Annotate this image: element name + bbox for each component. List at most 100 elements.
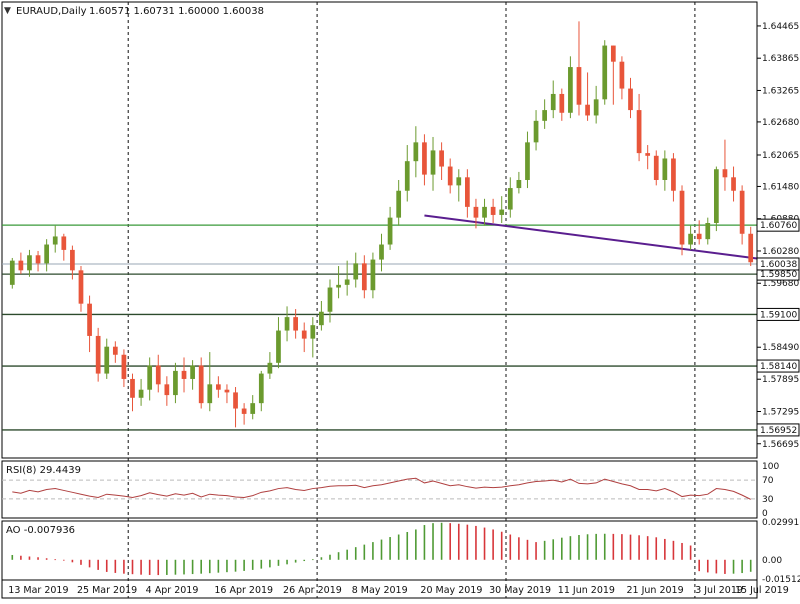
candle[interactable] <box>327 279 333 323</box>
ao-bar <box>148 559 151 575</box>
candle[interactable] <box>490 198 496 224</box>
candle[interactable] <box>722 139 728 191</box>
candle[interactable] <box>310 317 316 358</box>
candle[interactable] <box>112 341 118 363</box>
candle[interactable] <box>550 80 556 119</box>
candle[interactable] <box>671 153 676 202</box>
candle[interactable] <box>593 85 599 124</box>
candle[interactable] <box>95 327 101 382</box>
candle[interactable] <box>35 250 41 272</box>
candle[interactable] <box>198 357 204 409</box>
candle[interactable] <box>413 126 419 178</box>
candle[interactable] <box>542 99 547 129</box>
candle[interactable] <box>619 56 625 100</box>
candle[interactable] <box>602 40 608 105</box>
ao-bar <box>63 559 65 561</box>
candle[interactable] <box>396 179 402 226</box>
candle[interactable] <box>439 142 444 180</box>
candle[interactable] <box>387 206 393 250</box>
candle[interactable] <box>224 384 230 404</box>
candle[interactable] <box>585 72 590 121</box>
candle[interactable] <box>473 198 479 229</box>
trend-line[interactable] <box>424 214 758 260</box>
candle[interactable] <box>18 252 24 275</box>
candle[interactable] <box>714 166 719 232</box>
candle[interactable] <box>525 131 530 189</box>
candle[interactable] <box>147 357 153 401</box>
candle[interactable] <box>739 185 745 245</box>
candle[interactable] <box>731 166 736 202</box>
candle[interactable] <box>52 225 58 253</box>
candle[interactable] <box>241 403 247 425</box>
candle[interactable] <box>130 373 135 412</box>
candle[interactable] <box>78 266 84 312</box>
candle[interactable] <box>173 362 178 404</box>
candle[interactable] <box>207 352 213 412</box>
candle[interactable] <box>370 252 376 299</box>
candle[interactable] <box>610 45 616 105</box>
candle[interactable] <box>190 360 195 390</box>
candle[interactable] <box>688 225 693 250</box>
collapse-marker-icon[interactable]: ▼ <box>4 6 11 16</box>
candle[interactable] <box>121 349 127 388</box>
candle[interactable] <box>319 300 324 331</box>
candle[interactable] <box>430 136 436 191</box>
candle[interactable] <box>559 88 565 121</box>
candle[interactable] <box>636 93 642 162</box>
candle[interactable] <box>361 255 367 299</box>
candle[interactable] <box>568 56 573 119</box>
candle[interactable] <box>233 387 238 428</box>
candle[interactable] <box>447 158 453 194</box>
candle-body <box>104 346 110 374</box>
candle[interactable] <box>87 295 92 353</box>
ao-bar <box>174 559 177 575</box>
candle[interactable] <box>336 266 341 299</box>
candle[interactable] <box>379 233 384 272</box>
candle[interactable] <box>705 217 711 245</box>
candle[interactable] <box>61 233 67 261</box>
price-panel <box>1 1 758 459</box>
candle[interactable] <box>576 21 582 116</box>
candle[interactable] <box>628 77 633 119</box>
candle[interactable] <box>164 376 170 406</box>
candle[interactable] <box>653 150 659 186</box>
candle[interactable] <box>301 322 307 353</box>
candle[interactable] <box>258 370 264 412</box>
candle[interactable] <box>138 378 144 406</box>
candle[interactable] <box>533 110 539 151</box>
candle[interactable] <box>456 169 462 202</box>
candle[interactable] <box>353 252 359 288</box>
ao-bar <box>217 559 220 573</box>
candle[interactable] <box>276 317 281 369</box>
candle[interactable] <box>516 171 522 194</box>
candle[interactable] <box>482 198 487 226</box>
date-tick-label: 4 Apr 2019 <box>146 585 199 596</box>
candle[interactable] <box>9 257 15 289</box>
candle[interactable] <box>662 150 668 191</box>
candle[interactable] <box>679 185 685 256</box>
candle[interactable] <box>748 226 754 267</box>
candle[interactable] <box>499 196 505 224</box>
candle[interactable] <box>465 169 470 218</box>
candle[interactable] <box>344 260 350 296</box>
candle-body <box>413 142 419 162</box>
candle[interactable] <box>27 249 32 277</box>
candle[interactable] <box>155 354 161 393</box>
candle[interactable] <box>293 309 298 339</box>
candle[interactable] <box>696 220 702 245</box>
candle[interactable] <box>216 376 221 398</box>
candle-body <box>112 346 118 355</box>
candle[interactable] <box>267 352 273 379</box>
candle[interactable] <box>404 145 410 202</box>
candle[interactable] <box>104 338 110 379</box>
candle[interactable] <box>44 239 49 272</box>
candle[interactable] <box>250 395 256 420</box>
candle[interactable] <box>181 357 187 393</box>
candle[interactable] <box>645 145 651 170</box>
candle-body <box>619 61 625 89</box>
candle[interactable] <box>507 177 513 218</box>
candle[interactable] <box>284 306 290 342</box>
candle[interactable] <box>422 134 427 186</box>
candle[interactable] <box>70 245 75 280</box>
